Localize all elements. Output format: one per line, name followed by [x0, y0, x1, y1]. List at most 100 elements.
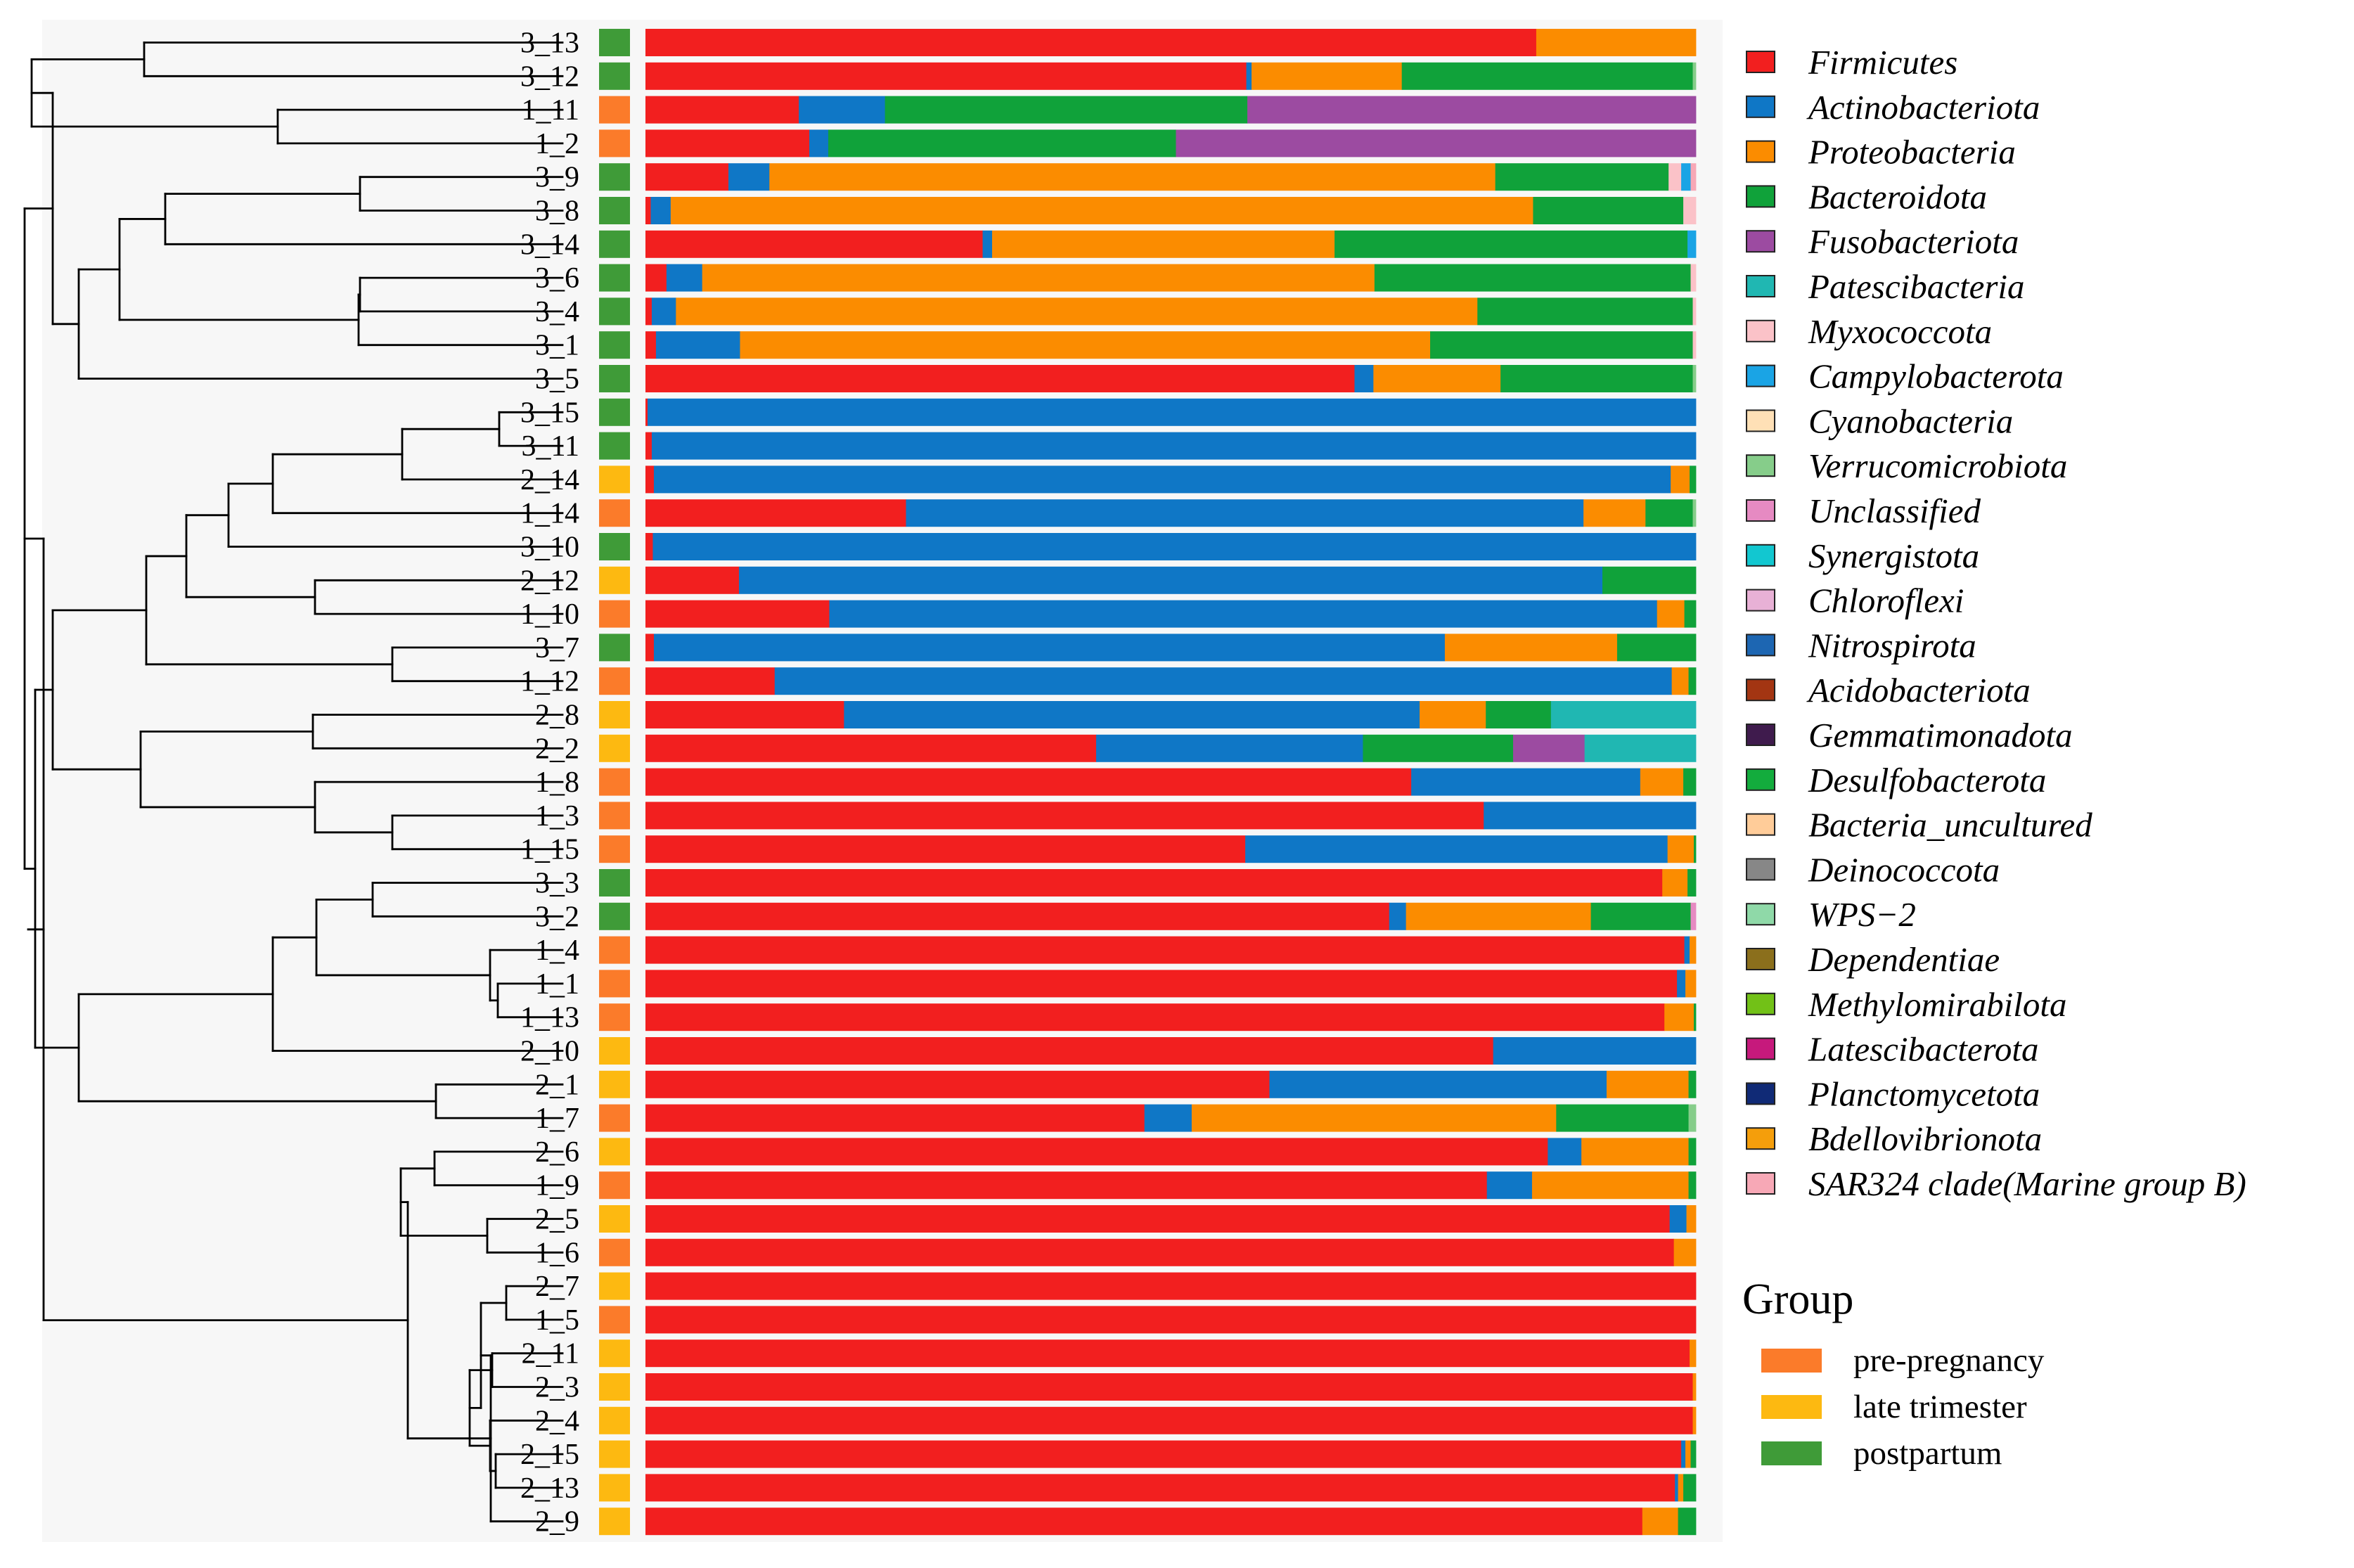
legend-swatch [1746, 992, 1775, 1015]
sample-labels: 3_133_121_111_23_93_83_143_63_43_13_53_1… [520, 27, 579, 1538]
bar-segment [1536, 29, 1697, 56]
group-cell [599, 1037, 630, 1065]
sample-label: 1_11 [522, 94, 579, 127]
group-cell [599, 768, 630, 796]
bar-segment [645, 600, 830, 628]
bar-segment [1406, 902, 1591, 930]
legend-swatch [1746, 140, 1775, 163]
bar-segment [1694, 1003, 1697, 1032]
bar-segment [1584, 734, 1697, 762]
legend-label: Methylomirabilota [1808, 985, 2066, 1024]
group-legend: Group pre-pregnancy late trimester postpar… [1742, 1275, 2045, 1472]
bar-segment [645, 1037, 1494, 1065]
legend-swatch [1746, 858, 1775, 881]
sample-label: 1_14 [520, 498, 579, 530]
group-cell [599, 432, 630, 460]
bar-segment [829, 600, 1658, 628]
legend-label: Acidobacteriota [1806, 671, 2031, 709]
bar-segment [1602, 566, 1697, 594]
bar-segment [1694, 835, 1697, 863]
sample-label: 2_12 [520, 565, 579, 597]
legend-swatch [1746, 499, 1775, 522]
legend-swatch [1746, 454, 1775, 477]
legend-label: Planctomycetota [1808, 1074, 2040, 1113]
bar-segment [1477, 297, 1693, 326]
bar-segment [645, 398, 648, 426]
bar-segment [1493, 1037, 1697, 1065]
group-legend-label: pre-pregnancy [1853, 1342, 2045, 1379]
group-cell [599, 1508, 630, 1536]
bar-segment [1688, 1104, 1697, 1132]
group-cell [599, 1238, 630, 1266]
legend-label: SAR324 clade(Marine group B) [1808, 1164, 2246, 1203]
group-cell [599, 398, 630, 426]
legend-label: Gemmatimonadota [1808, 716, 2073, 754]
group-cell [599, 734, 630, 762]
group-cell [599, 1138, 630, 1166]
legend-swatch [1746, 230, 1775, 253]
bar-segment [1683, 768, 1697, 796]
legend-label: WPS−2 [1808, 895, 1916, 934]
legend-swatch [1746, 589, 1775, 612]
bar-segment [1486, 1171, 1533, 1200]
bar-segment [645, 465, 655, 494]
bar-segment [645, 264, 667, 292]
bar-segment [1671, 667, 1689, 695]
legend-label: Bacteroidota [1808, 177, 1987, 216]
group-cell [599, 667, 630, 695]
legend-swatch [1746, 275, 1775, 297]
legend-swatch [1746, 409, 1775, 432]
legend-label: Proteobacteria [1808, 133, 2016, 172]
sample-label: 1_8 [535, 766, 579, 799]
bar-segment [1411, 768, 1641, 796]
legend-swatch [1746, 634, 1775, 657]
sample-label: 1_15 [520, 834, 579, 866]
bar-segment [885, 96, 1248, 124]
bar-segment [645, 768, 1412, 796]
group-cell [599, 1171, 630, 1200]
bar-segment [1640, 768, 1684, 796]
group-cell [599, 1205, 630, 1233]
legend-swatch [1746, 903, 1775, 926]
legend-label: Dependentiae [1808, 940, 2000, 979]
bar-segment [645, 1373, 1693, 1401]
legend-label: Bdellovibrionota [1808, 1119, 2042, 1158]
group-cell [599, 1104, 630, 1132]
bar-segment [1683, 197, 1697, 224]
bar-segment [1684, 600, 1697, 628]
group-cell [599, 197, 630, 224]
bar-segment [1550, 701, 1697, 728]
bar-segment [1688, 1070, 1697, 1098]
bar-segment [1690, 163, 1697, 191]
group-cell [599, 499, 630, 527]
group-cell [599, 970, 630, 998]
legend-swatch [1746, 948, 1775, 970]
bar-segment [1176, 129, 1697, 158]
bar-segment [645, 667, 776, 695]
bar-segment [1401, 62, 1693, 90]
bar-segment [645, 1508, 1643, 1536]
legend-label: Cyanobacteria [1808, 401, 2013, 440]
group-cell [599, 869, 630, 897]
legend-swatch [1746, 813, 1775, 836]
bar-segment [1692, 499, 1697, 527]
bar-segment [738, 566, 1603, 594]
bar-segment [728, 163, 770, 191]
bar-segment [702, 264, 1375, 292]
sample-label: 1_5 [535, 1304, 579, 1337]
legend-swatch [1746, 319, 1775, 342]
group-color-strip [599, 29, 630, 1536]
group-cell [599, 365, 630, 392]
bar-segment [906, 499, 1584, 527]
bar-segment [653, 465, 1671, 494]
legend-swatch [1746, 51, 1775, 73]
bar-segment [1677, 970, 1686, 998]
legend-label: Campylobacterota [1808, 357, 2064, 396]
group-cell [599, 163, 630, 191]
sample-label: 2_6 [535, 1136, 579, 1169]
bar-segment [1548, 1138, 1582, 1166]
bar-segment [645, 1272, 1697, 1300]
bar-segment [645, 936, 1685, 964]
bar-segment [1354, 365, 1374, 392]
bar-segment [1673, 1238, 1697, 1266]
